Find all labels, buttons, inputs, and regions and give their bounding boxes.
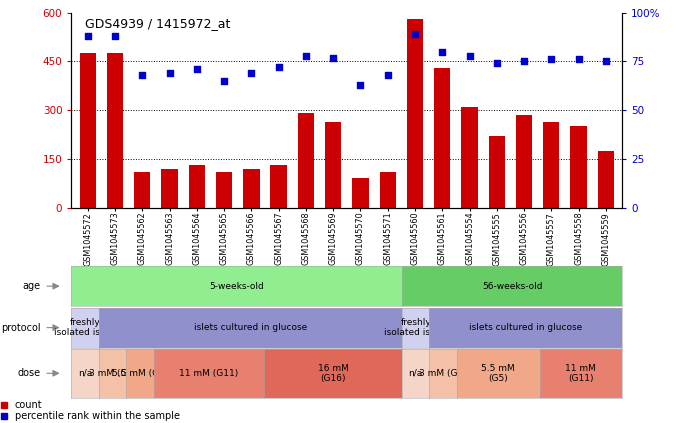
Point <box>600 58 611 65</box>
Point <box>464 52 475 59</box>
Text: n/a: n/a <box>409 369 423 378</box>
Text: dose: dose <box>18 368 41 378</box>
Point <box>191 66 202 73</box>
Text: protocol: protocol <box>1 323 41 332</box>
Text: islets cultured in glucose: islets cultured in glucose <box>194 323 307 332</box>
Point <box>82 33 93 39</box>
Text: 5.5 mM
(G5): 5.5 mM (G5) <box>481 364 515 383</box>
Text: 16 mM
(G16): 16 mM (G16) <box>318 364 348 383</box>
Point <box>301 52 311 59</box>
Bar <box>134 172 150 208</box>
Point <box>273 64 284 71</box>
Point <box>164 70 175 77</box>
Bar <box>598 151 614 208</box>
Text: 11 mM
(G11): 11 mM (G11) <box>566 364 596 383</box>
Text: 11 mM (G11): 11 mM (G11) <box>180 369 239 378</box>
Text: n/a: n/a <box>78 369 92 378</box>
Bar <box>107 53 123 208</box>
Text: 5-weeks-old: 5-weeks-old <box>209 282 264 291</box>
Point <box>355 82 366 88</box>
Text: 3 mM (G3): 3 mM (G3) <box>89 369 137 378</box>
Text: 5.5 mM (G5): 5.5 mM (G5) <box>112 369 169 378</box>
Bar <box>352 179 369 208</box>
Bar <box>489 136 505 208</box>
Bar <box>461 107 477 208</box>
Point <box>492 60 503 67</box>
Bar <box>516 115 532 208</box>
Point <box>219 77 230 84</box>
Text: freshly
isolated islets: freshly isolated islets <box>384 318 447 337</box>
Bar <box>407 19 423 208</box>
Bar <box>325 121 341 208</box>
Point <box>519 58 530 65</box>
Point <box>246 70 257 77</box>
Point <box>546 56 557 63</box>
Point <box>409 31 420 38</box>
Bar <box>271 165 287 208</box>
Bar <box>161 169 177 208</box>
Text: percentile rank within the sample: percentile rank within the sample <box>15 411 180 421</box>
Point <box>137 72 148 79</box>
Bar <box>379 172 396 208</box>
Text: freshly
isolated islets: freshly isolated islets <box>54 318 116 337</box>
Text: islets cultured in glucose: islets cultured in glucose <box>469 323 583 332</box>
Point <box>437 48 447 55</box>
Point <box>573 56 584 63</box>
Point <box>328 54 339 61</box>
Bar <box>188 165 205 208</box>
Text: 3 mM (G3): 3 mM (G3) <box>420 369 467 378</box>
Point <box>109 33 120 39</box>
Text: count: count <box>15 400 43 409</box>
Text: 56-weeks-old: 56-weeks-old <box>482 282 542 291</box>
Bar <box>543 121 560 208</box>
Text: age: age <box>22 281 41 291</box>
Bar <box>434 68 450 208</box>
Point <box>382 72 393 79</box>
Bar <box>80 53 96 208</box>
Bar <box>216 172 233 208</box>
Bar <box>298 113 314 208</box>
Bar <box>571 126 587 208</box>
Bar <box>243 169 260 208</box>
Text: GDS4939 / 1415972_at: GDS4939 / 1415972_at <box>85 17 231 30</box>
